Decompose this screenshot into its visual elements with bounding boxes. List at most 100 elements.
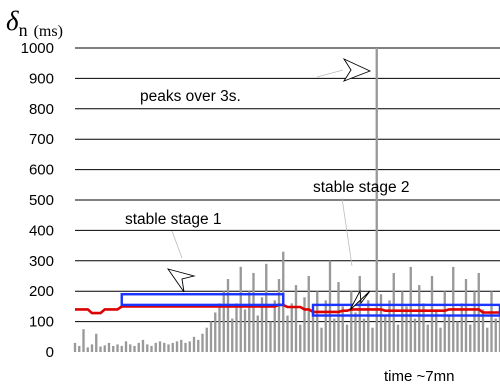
raw-bar [154, 342, 157, 352]
raw-bar [388, 300, 391, 352]
leader-stage-1 [171, 230, 183, 259]
raw-bar [107, 342, 111, 352]
raw-bar [209, 321, 213, 352]
arrowhead-peaks [342, 57, 372, 82]
raw-bar [133, 345, 136, 352]
raw-bar [324, 300, 327, 352]
raw-bar [175, 341, 179, 352]
annotation-peaks: peaks over 3s. [140, 88, 241, 105]
raw-bar [73, 342, 77, 352]
raw-bar [265, 263, 268, 352]
y-tick-200: 200 [29, 283, 54, 300]
raw-bar [294, 285, 298, 352]
raw-bar [490, 291, 493, 352]
raw-bar [320, 327, 323, 352]
raw-bar [205, 327, 208, 352]
raw-bar [290, 303, 293, 352]
smoothed-line [75, 303, 500, 315]
raw-bar [439, 327, 442, 352]
y-tick-1000: 1000 [21, 40, 54, 57]
raw-bar [78, 345, 81, 352]
raw-bar [248, 291, 251, 352]
raw-bar [218, 303, 221, 352]
raw-bar [422, 303, 425, 352]
raw-bar [180, 339, 183, 352]
raw-bar [362, 318, 366, 352]
raw-bar [235, 303, 238, 352]
arrowhead-stage-2 [349, 289, 371, 311]
raw-bar [418, 285, 421, 352]
raw-bar [260, 297, 264, 352]
raw-bar [486, 327, 489, 352]
raw-bar [494, 318, 497, 352]
raw-bar [158, 341, 162, 352]
y-axis-symbol: δ [6, 6, 19, 36]
raw-bar [413, 318, 417, 352]
leader-peaks [316, 69, 344, 78]
y-tick-300: 300 [29, 253, 54, 270]
raw-bar [354, 312, 357, 352]
raw-bar [129, 344, 132, 352]
smoothed-series [75, 303, 500, 315]
y-tick-900: 900 [29, 70, 54, 87]
raw-bar [231, 318, 234, 352]
raw-bar [333, 318, 336, 352]
raw-bar [456, 321, 459, 352]
leader-stage-2 [341, 197, 353, 267]
y-tick-100: 100 [29, 314, 54, 331]
y-tick-600: 600 [29, 162, 54, 179]
raw-bar [469, 324, 472, 352]
raw-bar [112, 345, 115, 352]
raw-bar [277, 279, 281, 352]
raw-bar [307, 276, 310, 352]
raw-bar [243, 309, 247, 352]
raw-bar [269, 321, 272, 352]
raw-bar [286, 315, 289, 352]
y-tick-500: 500 [29, 192, 54, 209]
raw-bar [82, 329, 85, 352]
raw-bar [460, 303, 463, 352]
raw-bar [375, 48, 378, 352]
raw-bar [120, 345, 123, 352]
raw-bar [443, 291, 446, 352]
y-axis-label: δn (ms) [6, 6, 63, 40]
raw-bar [137, 342, 140, 352]
raw-bar [150, 345, 153, 352]
raw-bar [201, 333, 204, 352]
raw-bar [214, 312, 217, 352]
raw-bar [426, 324, 429, 352]
raw-bar [345, 324, 349, 352]
stage-box-1 [120, 293, 285, 307]
raw-bar [447, 315, 451, 352]
x-axis-label: time ~7mn [384, 368, 454, 385]
raw-bar [146, 344, 149, 352]
raw-bar [303, 297, 306, 352]
raw-bar [163, 342, 166, 352]
y-tick-700: 700 [29, 131, 54, 148]
raw-bar [473, 291, 476, 352]
raw-bar [435, 309, 438, 352]
stage-box-2 [311, 303, 500, 317]
raw-bar [188, 341, 191, 352]
raw-bar [311, 312, 315, 352]
y-tick-800: 800 [29, 101, 54, 118]
gridlines [75, 47, 500, 323]
raw-bar [358, 276, 361, 352]
raw-bar [124, 341, 128, 352]
raw-bar [477, 272, 480, 352]
raw-bar [350, 291, 353, 352]
raw-bar [167, 344, 170, 352]
raw-bar [171, 342, 174, 352]
raw-bar [405, 306, 408, 352]
y-tick-0: 0 [46, 344, 54, 361]
y-axis-unit: (ms) [34, 23, 63, 40]
raw-bar [184, 342, 187, 352]
raw-bar [197, 339, 200, 352]
raw-bar [328, 260, 332, 352]
raw-bar [299, 324, 302, 352]
raw-bar [371, 327, 374, 352]
raw-bar [481, 309, 485, 352]
annotation-stage-1: stable stage 1 [125, 211, 222, 228]
raw-bar [90, 344, 94, 352]
